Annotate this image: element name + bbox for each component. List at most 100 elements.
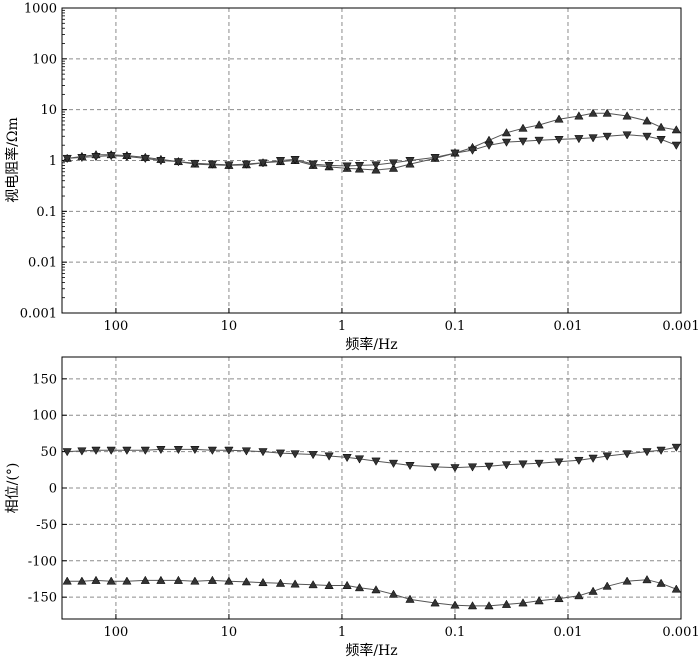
data-point-triangle-down bbox=[554, 136, 564, 145]
data-point-triangle-up bbox=[656, 122, 666, 131]
y-axis-label: 视电阻率/Ωm bbox=[4, 117, 21, 203]
data-point-triangle-down bbox=[450, 464, 460, 473]
data-point-triangle-up bbox=[224, 576, 234, 585]
data-point-triangle-up bbox=[241, 577, 252, 586]
data-point-triangle-up bbox=[602, 581, 612, 590]
data-point-triangle-down bbox=[122, 153, 132, 162]
data-point-triangle-down bbox=[290, 450, 300, 459]
data-point-triangle-up bbox=[602, 108, 612, 117]
data-point-triangle-up bbox=[62, 576, 72, 585]
y-tick-label: 1000 bbox=[24, 2, 57, 17]
data-point-triangle-down bbox=[258, 159, 268, 168]
x-tick-label: 10 bbox=[221, 625, 238, 640]
data-point-triangle-down bbox=[173, 446, 184, 455]
data-point-triangle-up bbox=[622, 576, 632, 585]
data-point-triangle-down bbox=[467, 463, 478, 472]
y-tick-label: -150 bbox=[28, 591, 57, 606]
data-point-triangle-down bbox=[62, 154, 72, 164]
data-point-triangle-down bbox=[156, 446, 166, 455]
data-point-triangle-down bbox=[671, 141, 681, 150]
data-point-triangle-up bbox=[106, 576, 116, 585]
data-point-triangle-down bbox=[467, 146, 478, 155]
data-point-triangle-down bbox=[140, 154, 150, 164]
data-point-triangle-down bbox=[224, 446, 234, 455]
data-point-triangle-up bbox=[501, 128, 512, 137]
data-point-triangle-down bbox=[430, 463, 440, 472]
y-tick-label: 100 bbox=[32, 52, 57, 67]
data-point-triangle-down bbox=[308, 451, 318, 460]
data-point-triangle-up bbox=[534, 596, 544, 605]
data-point-triangle-up bbox=[574, 590, 584, 600]
data-point-triangle-down bbox=[190, 159, 200, 169]
data-point-triangle-up bbox=[405, 594, 415, 603]
data-point-triangle-up bbox=[588, 586, 598, 595]
y-tick-label: 150 bbox=[32, 372, 57, 387]
data-point-triangle-down bbox=[518, 460, 528, 469]
data-point-triangle-up bbox=[308, 580, 318, 589]
data-point-triangle-up bbox=[534, 120, 544, 129]
data-point-triangle-up bbox=[642, 574, 652, 584]
data-point-triangle-up bbox=[275, 578, 286, 587]
data-point-triangle-down bbox=[91, 153, 101, 162]
data-point-triangle-down bbox=[501, 138, 512, 147]
data-point-triangle-down bbox=[602, 132, 612, 141]
data-point-triangle-down bbox=[224, 161, 234, 170]
y-tick-label: 0 bbox=[49, 482, 57, 497]
y-tick-label: -100 bbox=[28, 554, 57, 569]
x-tick-label: 0.01 bbox=[554, 625, 583, 640]
resistivity-plot: 100 10 1 0.1 0.01 0.001 0.001 0.01 0.1 1 10 100 1000… bbox=[4, 2, 700, 354]
data-point-triangle-down bbox=[588, 134, 598, 143]
data-point-triangle-down bbox=[388, 459, 399, 469]
data-point-triangle-up bbox=[190, 576, 200, 585]
x-tick-label: 10 bbox=[221, 319, 238, 334]
y-axis-label: 相位/(°) bbox=[5, 463, 21, 514]
data-point-triangle-up bbox=[173, 575, 184, 584]
data-point-triangle-down bbox=[554, 458, 564, 467]
data-point-triangle-up bbox=[371, 585, 381, 594]
data-point-triangle-down bbox=[106, 446, 116, 455]
data-point-triangle-down bbox=[354, 162, 365, 171]
data-point-triangle-up bbox=[388, 589, 399, 598]
data-point-triangle-down bbox=[308, 160, 318, 169]
data-point-triangle-down bbox=[324, 452, 334, 461]
data-point-triangle-down bbox=[588, 454, 598, 463]
data-point-triangle-up bbox=[622, 111, 632, 120]
y-tick-label: 100 bbox=[32, 409, 57, 424]
data-point-triangle-up bbox=[207, 575, 218, 584]
data-point-triangle-down bbox=[602, 452, 612, 461]
x-tick-label: 0.01 bbox=[554, 319, 583, 334]
data-point-triangle-down bbox=[275, 157, 286, 166]
data-point-triangle-down bbox=[122, 446, 132, 455]
data-point-triangle-down bbox=[484, 141, 494, 150]
data-point-triangle-down bbox=[484, 462, 494, 471]
data-point-triangle-up bbox=[518, 598, 528, 607]
data-point-triangle-down bbox=[62, 448, 72, 457]
data-point-triangle-down bbox=[275, 449, 286, 458]
data-point-triangle-up bbox=[258, 577, 268, 587]
data-point-triangle-up bbox=[324, 580, 334, 589]
data-point-triangle-down bbox=[656, 136, 666, 145]
x-axis-label: 频率/Hz bbox=[345, 336, 397, 353]
data-point-triangle-up bbox=[518, 123, 528, 132]
data-point-triangle-down bbox=[405, 462, 415, 471]
phase-plot: 100 10 1 0.1 0.01 0.001 150 100 50 0 -50 -100 -150 频率… bbox=[5, 356, 700, 659]
data-point-triangle-down bbox=[534, 459, 544, 469]
data-point-triangle-down bbox=[642, 132, 652, 141]
x-tick-label: 0.1 bbox=[445, 319, 466, 334]
data-point-triangle-down bbox=[405, 157, 415, 166]
data-point-triangle-up bbox=[554, 593, 564, 603]
x-tick-label: 0.001 bbox=[662, 625, 699, 640]
y-tick-label: 50 bbox=[40, 445, 57, 460]
data-point-triangle-down bbox=[671, 443, 681, 452]
data-point-triangle-up bbox=[671, 584, 681, 593]
y-tick-label: 0.1 bbox=[36, 205, 57, 220]
data-point-triangle-down bbox=[207, 160, 218, 169]
data-point-triangle-up bbox=[342, 580, 352, 589]
data-point-triangle-up bbox=[642, 116, 652, 125]
data-point-triangle-up bbox=[290, 579, 300, 588]
data-point-triangle-up bbox=[354, 582, 365, 592]
x-tick-label: 1 bbox=[338, 625, 346, 640]
data-point-triangle-up bbox=[467, 601, 478, 610]
data-point-triangle-down bbox=[354, 455, 365, 464]
